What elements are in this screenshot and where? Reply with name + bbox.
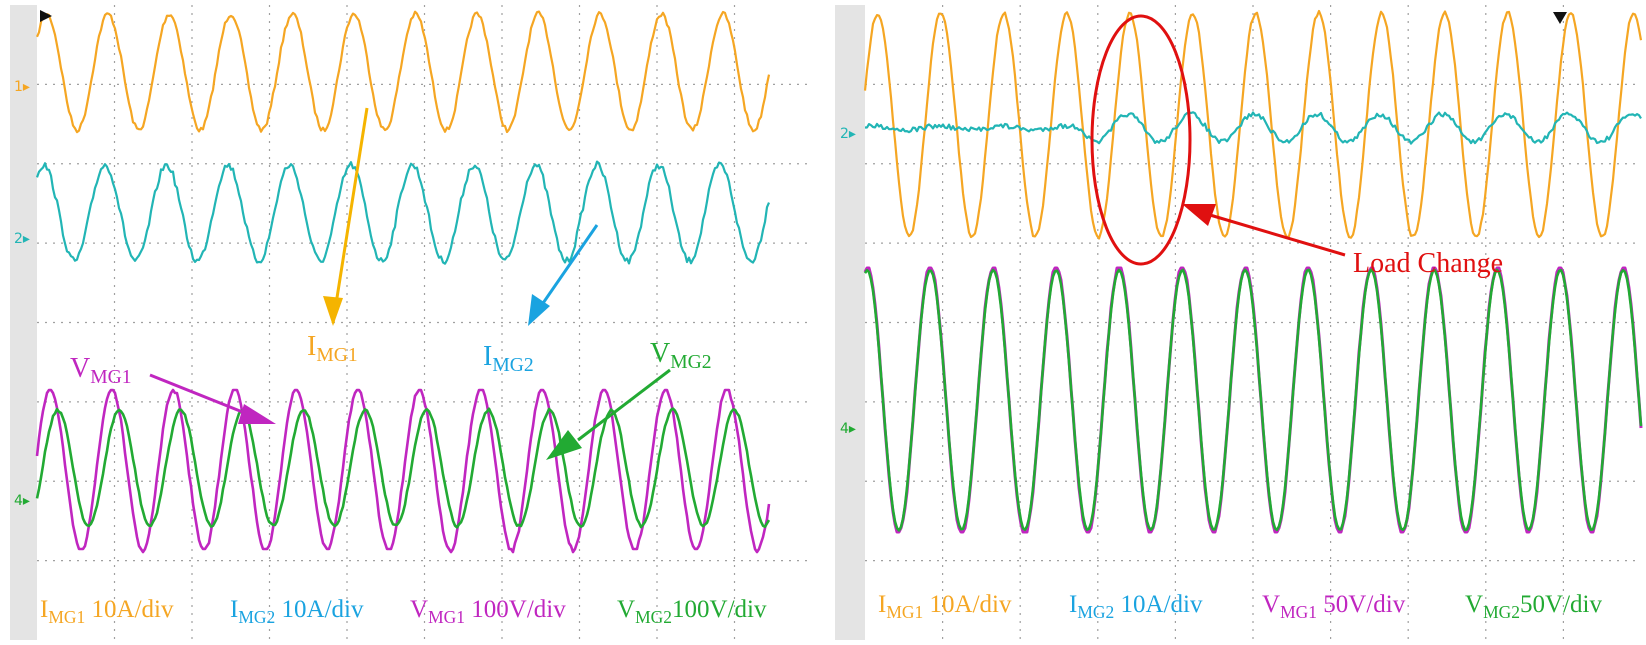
trigger-icon [1553, 12, 1567, 24]
legend-item: IMG2 10A/div [230, 596, 364, 627]
left-legend: IMG1 10A/div IMG2 10A/div VMG1 100V/div … [40, 596, 767, 627]
left-panel: 1▸ 2▸ 4▸ IMG1 IMG2 VMG1 VMG2 IMG1 10A/di… [10, 5, 812, 640]
trace-v-mg2 [35, 407, 771, 529]
trace-i-mg2 [35, 160, 771, 265]
trace-v-mg1 [35, 388, 771, 554]
trace-i-mg1 [863, 9, 1643, 240]
svg-text:Load Change: Load Change [1353, 248, 1503, 279]
channel-marker-4: 4▸ [840, 421, 856, 437]
channel-marker-2: 2▸ [14, 231, 30, 247]
left-traces [35, 10, 771, 554]
channel-marker-1: 1▸ [14, 79, 30, 95]
legend-item: VMG2100V/div [617, 596, 767, 627]
right-panel: 2▸ 4▸ Load Change IMG1 10A/div IMG2 10A/… [835, 5, 1643, 640]
legend-item: VMG1 100V/div [410, 596, 566, 627]
right-grid [865, 5, 1641, 640]
channel-marker-2: 2▸ [840, 126, 856, 142]
channel-marker-4: 4▸ [14, 493, 30, 509]
annotation-load-change: Load Change [1090, 14, 1503, 279]
legend-item: IMG1 10A/div [878, 591, 1012, 622]
legend-item: IMG1 10A/div [40, 596, 174, 627]
annotation-imgs1: IMG1 [307, 107, 369, 366]
trace-i-mg2 [865, 111, 1642, 145]
right-channel-strip [835, 5, 865, 640]
trace-v-mg2 [863, 268, 1643, 532]
right-panel-frame [835, 5, 1641, 640]
trace-i-mg1 [35, 10, 771, 134]
legend-item: IMG2 10A/div [1069, 591, 1203, 622]
right-traces [863, 9, 1643, 534]
trigger-icon [40, 10, 52, 22]
left-channel-strip [10, 5, 37, 640]
